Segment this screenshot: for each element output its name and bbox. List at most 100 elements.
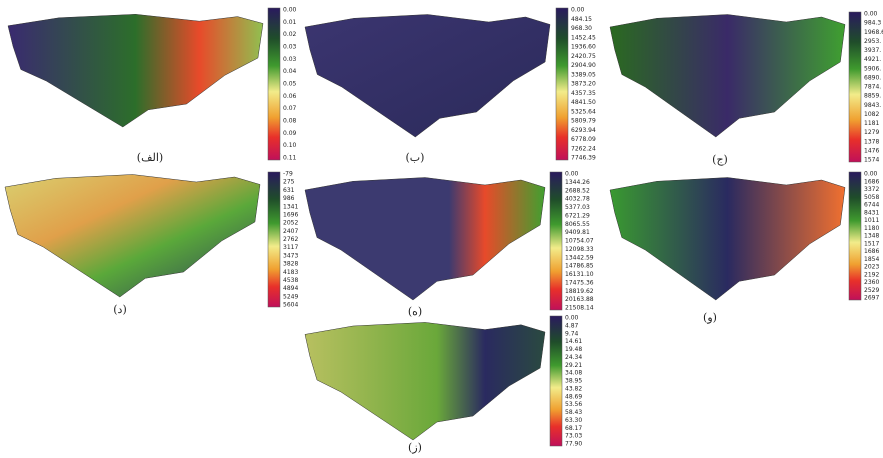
scale-label: 5906. [864,65,881,72]
scale-label: 8431 [864,209,879,216]
scale-label: 986 [283,195,295,202]
scale-label: 5809.79 [571,118,596,125]
scale-label: 5249 [283,293,298,300]
scale-label: 58.43 [565,409,582,416]
panel-caption: (الف) [137,151,163,164]
map [610,178,845,301]
scale-label: 2904.90 [571,62,596,69]
scale-label: 4357.35 [571,90,596,97]
color-bar [550,316,562,446]
scale-label: 8859. [864,93,881,100]
scale-label: 1348 [864,233,879,240]
scale-label: 3389.05 [571,71,596,78]
scale-label: 8065.55 [565,221,590,228]
scale-label: 2762 [283,236,298,243]
scale-label: 0.01 [283,19,297,26]
scale-label: 2052 [283,220,298,227]
scale-label: 63.30 [565,417,582,424]
color-bar [268,8,280,160]
scale-label: 6890. [864,74,881,81]
scale-label: 0.00 [565,315,579,322]
map [610,15,845,138]
map [8,14,263,127]
scale-label: 0.00 [864,11,878,18]
scale-label: 1279 [864,129,879,136]
scale-label: 19.48 [565,346,582,353]
scale-label: 1476 [864,147,879,154]
scale-label: 77.90 [565,441,582,448]
scale-label: 0.05 [283,81,297,88]
scale-label: 3117 [283,244,298,251]
scale-label: 1517 [864,240,879,247]
scale-label: 2697 [864,295,879,302]
scale-label: 3372 [864,186,879,193]
scale-label: 1574 [864,157,879,164]
scale-label: 484.15 [571,16,592,23]
scale-label: 968.30 [571,25,592,32]
scale-label: 68.17 [565,425,582,432]
scale-label: 20163.88 [565,296,594,303]
map [5,175,260,298]
scale-label: 7746.39 [571,155,596,162]
scale-label: 14.61 [565,338,582,345]
scale-label: 4183 [283,269,298,276]
scale-label: 0.02 [283,31,297,38]
scale-label: 0.11 [283,155,297,162]
scale-label: 21508.14 [565,305,594,312]
scale-label: 9.74 [565,330,579,337]
map [305,15,550,138]
scale-label: 0.03 [283,56,297,63]
scale-label: 5377.03 [565,204,590,211]
scale-label: 4921. [864,56,881,63]
scale-label: 2688.52 [565,187,590,194]
scale-label: 4032.78 [565,196,590,203]
scale-label: 6293.94 [571,127,596,134]
scale-label: 1181 [864,120,879,127]
scale-label: 6721.29 [565,212,590,219]
scale-label: 5058 [864,194,879,201]
scale-label: 2529 [864,287,879,294]
scale-label: 1936.60 [571,44,596,51]
scale-label: 3873.20 [571,81,596,88]
scale-label: 29.21 [565,362,582,369]
map [305,178,545,301]
scale-label: 4.87 [565,322,579,329]
scale-label: 275 [283,179,295,186]
scale-label: 53.56 [565,401,582,408]
scale-label: 6744 [864,202,879,209]
scale-label: 3828 [283,261,298,268]
scale-label: 1686 [864,248,879,255]
scale-label: 0.06 [283,93,297,100]
scale-label: 4538 [283,277,298,284]
scale-label: 1180 [864,225,879,232]
scale-label: 5325.64 [571,108,596,115]
scale-label: 34.08 [565,370,582,377]
panel-caption: (ب) [406,151,425,164]
scale-label: 1378 [864,138,879,145]
scale-label: 0.07 [283,105,297,112]
color-bar [268,172,280,307]
scale-label: 1968.6 [864,29,883,36]
scale-label: 2407 [283,228,298,235]
scale-label: 1686 [864,178,879,185]
panel-caption: (د) [113,303,126,316]
scale-label: 13442.59 [565,254,594,261]
scale-label: 5604 [283,302,298,309]
scale-label: 0.04 [283,68,297,75]
scale-label: 10754.07 [565,238,594,245]
scale-label: 2192 [864,271,879,278]
color-bar [556,8,568,160]
scale-label: 0.10 [283,142,297,149]
scale-label: 9409.81 [565,229,590,236]
color-bar [849,12,861,162]
scale-label: 7874. [864,84,881,91]
scale-label: 3473 [283,252,298,259]
panel-caption: (ج) [712,153,728,166]
color-bar [849,172,861,300]
scale-label: 12098.33 [565,246,594,253]
scale-label: 4841.50 [571,99,596,106]
scale-label: 24.34 [565,354,582,361]
scale-label: 0.09 [283,130,297,137]
scale-label: 16131.10 [565,271,594,278]
scale-label: 0.03 [283,44,297,51]
